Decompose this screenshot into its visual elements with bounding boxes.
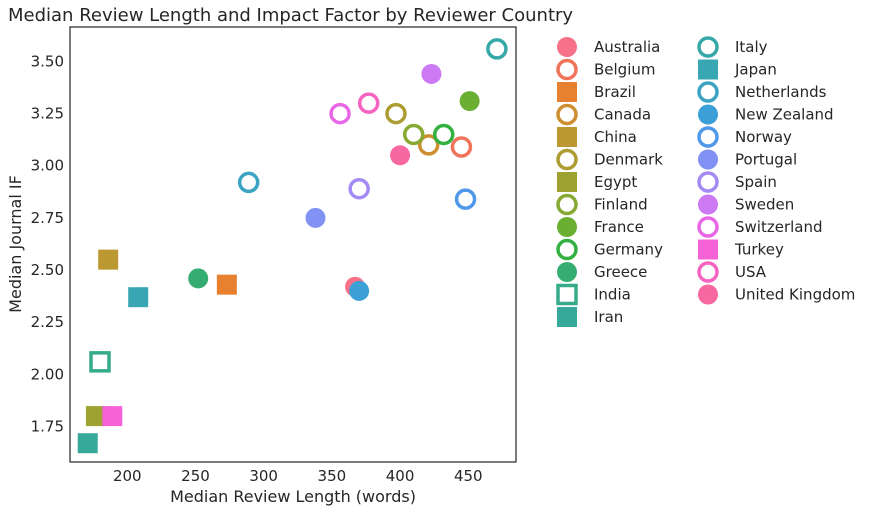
legend-label: Norway (735, 128, 792, 146)
data-point (390, 145, 411, 166)
legend-label: Spain (735, 173, 777, 191)
legend-marker (697, 36, 719, 58)
data-point (85, 406, 106, 427)
data-point (357, 92, 380, 114)
data-point (454, 188, 477, 210)
legend-marker (698, 104, 718, 125)
legend-label: Portugal (735, 151, 797, 169)
plot-area (69, 26, 517, 463)
data-point (216, 274, 237, 295)
legend-marker (557, 127, 577, 147)
legend-marker (697, 171, 719, 193)
legend-label: Australia (594, 38, 660, 56)
x-tick-label: 300 (249, 467, 278, 485)
x-tick-label: 350 (318, 467, 347, 485)
data-point (329, 102, 351, 125)
legend-marker (697, 81, 719, 103)
y-axis-label: Median Journal IF (6, 175, 25, 313)
legend-marker (556, 193, 578, 216)
data-point (89, 351, 111, 373)
legend-marker (557, 82, 577, 102)
y-axis: 1.75 2.00 2.25 2.50 2.75 3.00 3.25 3.50 (31, 52, 64, 435)
data-point (402, 123, 425, 146)
legend-label: Turkey (734, 241, 784, 259)
legend-label: United Kingdom (735, 286, 855, 304)
x-axis-label: Median Review Length (words) (170, 487, 416, 506)
data-point (349, 280, 370, 301)
legend-label: Belgium (594, 61, 656, 79)
data-point (77, 433, 98, 454)
legend-label: New Zealand (735, 106, 834, 124)
data-point (348, 177, 370, 200)
legend-label: France (594, 218, 644, 236)
data-point (459, 91, 480, 112)
legend-marker (557, 262, 577, 282)
y-tick-label: 2.25 (31, 313, 64, 331)
legend-label: USA (735, 263, 767, 281)
data-points (77, 38, 508, 454)
y-tick-label: 2.50 (31, 261, 64, 279)
legend-label: India (594, 286, 631, 304)
x-tick-label: 200 (113, 467, 142, 485)
x-tick-label: 250 (181, 467, 210, 485)
data-point (305, 207, 326, 228)
legend-label: Egypt (594, 173, 637, 191)
x-axis: 200 250 300 350 400 450 (113, 467, 483, 485)
y-tick-label: 2.00 (31, 365, 64, 383)
legend-label: Japan (734, 61, 777, 79)
legend-label: Sweden (735, 196, 794, 214)
data-point (128, 287, 149, 308)
y-tick-label: 3.00 (31, 157, 64, 175)
y-tick-label: 2.75 (31, 209, 64, 227)
data-point (188, 268, 209, 289)
data-point (385, 102, 407, 125)
legend: Australia Belgium Brazil Canada China Denmark… (556, 36, 855, 327)
legend-marker (698, 149, 718, 170)
legend-marker (556, 58, 578, 81)
x-tick-label: 400 (386, 467, 415, 485)
legend-label: Greece (594, 263, 647, 281)
legend-marker (557, 217, 577, 237)
legend-marker (698, 194, 718, 215)
legend-marker (557, 172, 577, 192)
legend-marker (557, 307, 577, 327)
legend-marker (698, 239, 718, 260)
y-tick-label: 3.50 (31, 52, 64, 70)
data-point (486, 38, 508, 60)
legend-label: Switzerland (735, 218, 823, 236)
legend-marker (557, 37, 577, 57)
data-point (237, 171, 260, 194)
data-point (421, 63, 442, 84)
legend-label: Canada (594, 106, 651, 124)
legend-label: Finland (594, 196, 648, 214)
legend-marker (556, 148, 578, 171)
data-point (432, 123, 455, 146)
data-point (98, 249, 119, 270)
legend-label: Germany (594, 241, 663, 259)
legend-label: Italy (735, 38, 768, 56)
legend-marker (556, 238, 578, 261)
legend-marker (697, 216, 719, 238)
legend-label: China (594, 128, 637, 146)
x-tick-label: 450 (454, 467, 483, 485)
legend-marker (697, 126, 719, 148)
legend-label: Iran (594, 308, 623, 326)
legend-label: Denmark (594, 151, 663, 169)
y-tick-label: 3.25 (31, 105, 64, 123)
legend-marker (698, 59, 718, 80)
legend-label: Brazil (594, 83, 636, 101)
data-point (417, 134, 440, 156)
legend-marker (556, 283, 578, 306)
legend-marker (697, 261, 719, 283)
chart-title: Median Review Length and Impact Factor b… (8, 5, 573, 26)
legend-label: Netherlands (735, 83, 827, 101)
legend-marker (556, 103, 578, 126)
legend-marker (698, 284, 718, 305)
y-tick-label: 1.75 (31, 418, 64, 436)
data-point (102, 406, 123, 427)
data-point (450, 136, 473, 158)
